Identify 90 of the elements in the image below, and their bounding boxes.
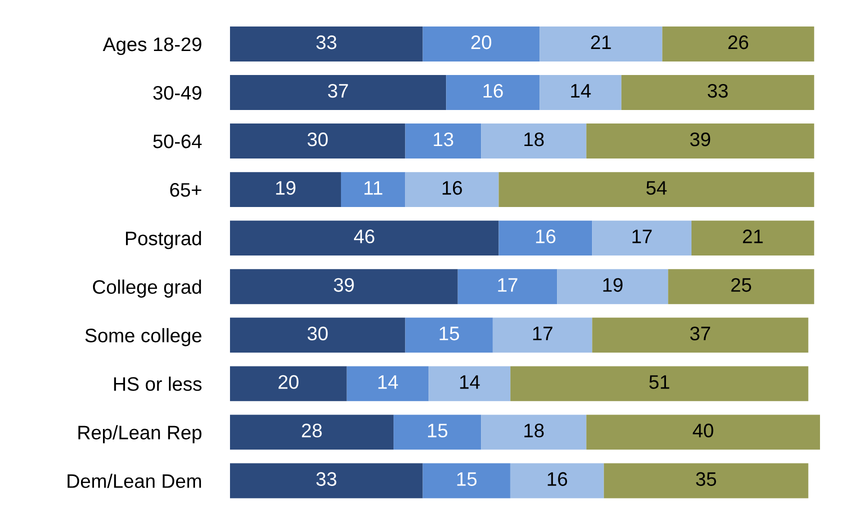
bar bbox=[340, 172, 406, 208]
data-label: 28 bbox=[302, 424, 322, 438]
data-label: 14 bbox=[460, 375, 480, 389]
y-tick-label: Some college bbox=[85, 328, 202, 346]
data-label: 18 bbox=[524, 132, 544, 146]
data-label: 21 bbox=[591, 35, 611, 49]
bar bbox=[586, 414, 820, 450]
data-label: 18 bbox=[524, 424, 544, 438]
bar bbox=[230, 220, 499, 256]
bar bbox=[230, 269, 458, 304]
data-label: 19 bbox=[603, 278, 623, 292]
data-label: 14 bbox=[571, 84, 591, 98]
bar bbox=[540, 26, 662, 62]
y-tick-label: Rep/Lean Rep bbox=[78, 425, 202, 444]
y-tick-label: Dem/Lean Dem bbox=[68, 474, 201, 488]
data-label: 26 bbox=[728, 35, 748, 50]
data-label: 25 bbox=[731, 278, 752, 292]
data-label: 15 bbox=[428, 424, 448, 438]
data-label: 33 bbox=[316, 472, 336, 486]
y-tick-label: 65+ bbox=[170, 183, 202, 197]
data-label: 16 bbox=[484, 84, 503, 98]
bar bbox=[405, 124, 482, 158]
bar bbox=[346, 366, 429, 402]
bar bbox=[691, 220, 814, 256]
bar bbox=[458, 269, 558, 304]
data-label: 30 bbox=[308, 326, 328, 340]
bar bbox=[230, 172, 341, 208]
bar bbox=[481, 124, 586, 158]
data-label: 20 bbox=[471, 35, 492, 50]
data-label: 51 bbox=[649, 375, 670, 389]
y-tick-label: College grad bbox=[92, 280, 201, 298]
data-label: 16 bbox=[442, 181, 462, 195]
data-label: 21 bbox=[742, 230, 763, 244]
bar bbox=[510, 366, 808, 402]
bar bbox=[481, 414, 586, 450]
bar bbox=[230, 26, 423, 62]
data-label: 46 bbox=[354, 230, 374, 244]
bar bbox=[604, 463, 808, 498]
bar bbox=[621, 75, 814, 110]
data-label: 37 bbox=[328, 84, 348, 98]
data-label: 30 bbox=[308, 132, 328, 146]
bar bbox=[230, 463, 423, 498]
bar bbox=[405, 318, 493, 353]
data-label: 35 bbox=[696, 472, 716, 486]
data-label: 16 bbox=[548, 472, 568, 486]
bar bbox=[230, 75, 446, 110]
data-label: 16 bbox=[536, 230, 556, 244]
y-tick-label: HS or less bbox=[114, 376, 202, 391]
bar bbox=[557, 269, 668, 304]
data-label: 39 bbox=[690, 132, 710, 146]
data-label: 14 bbox=[378, 375, 398, 389]
bar bbox=[230, 318, 406, 353]
data-label: 17 bbox=[498, 278, 518, 292]
data-label: 15 bbox=[440, 326, 460, 340]
data-label: 15 bbox=[457, 472, 477, 486]
bar bbox=[230, 124, 406, 158]
bar bbox=[668, 269, 814, 304]
data-label: 17 bbox=[632, 230, 652, 244]
data-label: 20 bbox=[278, 375, 298, 389]
data-label: 11 bbox=[364, 181, 382, 195]
bar bbox=[592, 220, 692, 256]
bar bbox=[498, 172, 814, 208]
data-label: 17 bbox=[533, 326, 552, 340]
data-label: 33 bbox=[708, 84, 728, 98]
bar bbox=[405, 172, 499, 208]
bar bbox=[510, 463, 604, 498]
y-tick-label: Ages 18-29 bbox=[102, 37, 202, 56]
bar bbox=[230, 366, 347, 402]
data-label: 40 bbox=[692, 424, 714, 438]
bar bbox=[394, 414, 482, 450]
bar bbox=[498, 220, 592, 256]
bar bbox=[422, 26, 540, 62]
bar bbox=[662, 26, 814, 62]
bar bbox=[592, 318, 808, 353]
bar bbox=[492, 318, 592, 353]
bar bbox=[230, 414, 394, 450]
y-tick-label: Postgrad bbox=[126, 231, 201, 250]
bar bbox=[446, 75, 540, 110]
data-label: 54 bbox=[646, 181, 667, 195]
y-tick-label: 50-64 bbox=[153, 134, 202, 148]
bar bbox=[586, 124, 814, 158]
bar bbox=[540, 75, 622, 110]
bar bbox=[422, 463, 510, 498]
data-label: 33 bbox=[316, 35, 336, 50]
y-tick-label: 30-49 bbox=[153, 86, 202, 100]
data-label: 19 bbox=[276, 181, 296, 195]
data-label: 13 bbox=[434, 132, 454, 146]
data-label: 37 bbox=[690, 326, 710, 340]
bar bbox=[428, 366, 510, 402]
data-label: 39 bbox=[334, 278, 354, 292]
